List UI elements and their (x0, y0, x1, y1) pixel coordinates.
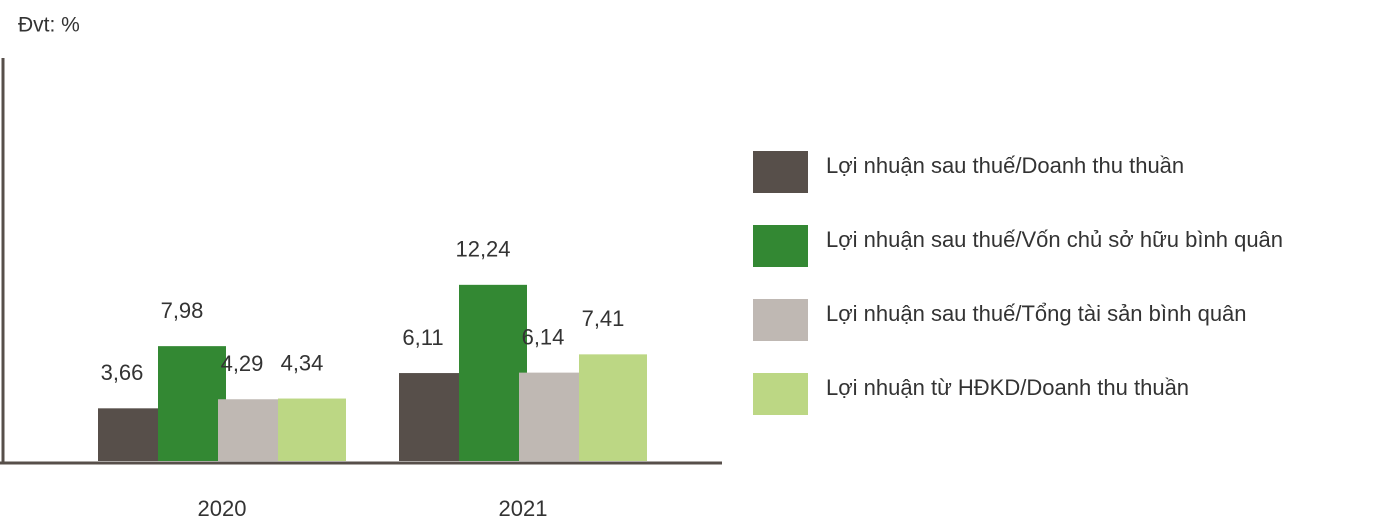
bar (98, 408, 166, 461)
legend-swatch (753, 151, 808, 193)
value-label: 4,34 (281, 350, 324, 375)
bar (579, 354, 647, 461)
bar (459, 284, 527, 461)
value-label: 6,11 (402, 325, 443, 350)
value-label: 7,41 (582, 306, 625, 331)
value-label: 3,66 (101, 360, 144, 385)
x-tick-label: 2021 (499, 496, 548, 521)
legend-label: Lợi nhuận sau thuế/Tổng tài sản bình quâ… (826, 301, 1247, 326)
unit-label: Đvt: % (18, 14, 80, 37)
legend-swatch (753, 225, 808, 267)
bar (218, 399, 286, 461)
legend-label: Lợi nhuận từ HĐKD/Doanh thu thuần (826, 375, 1189, 400)
value-label: 7,98 (161, 298, 204, 323)
legend-label: Lợi nhuận sau thuế/Vốn chủ sở hữu bình q… (826, 227, 1283, 252)
legend-swatch (753, 373, 808, 415)
x-tick-label: 2020 (198, 496, 247, 521)
bar (399, 373, 467, 461)
value-label: 4,29 (221, 351, 264, 376)
legend-swatch (753, 299, 808, 341)
bar (158, 346, 226, 461)
value-label: 12,24 (455, 237, 510, 262)
value-label: 6,14 (522, 324, 565, 349)
bar (519, 372, 587, 461)
legend-label: Lợi nhuận sau thuế/Doanh thu thuần (826, 153, 1184, 178)
bar (278, 398, 346, 461)
